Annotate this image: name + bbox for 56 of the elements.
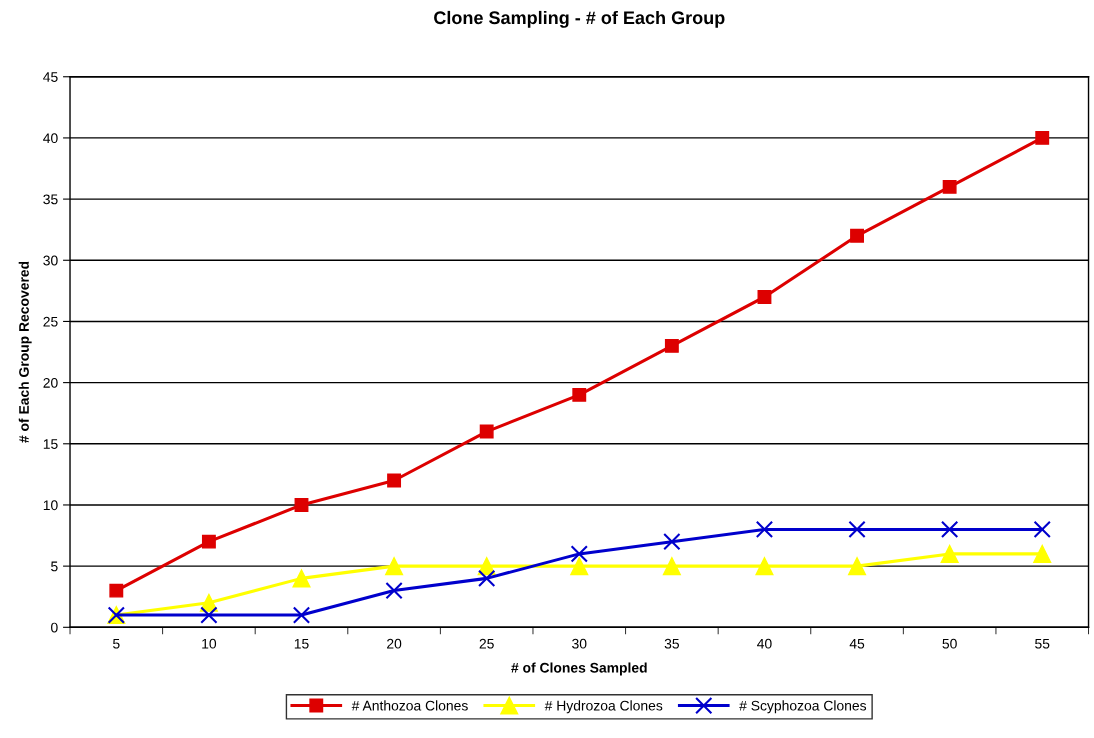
- point: [387, 473, 402, 488]
- point: [848, 557, 867, 576]
- y-tick-label: 45: [43, 72, 58, 82]
- x-tick-label: 5: [113, 638, 120, 649]
- legend-label: # Anthozoa Clones: [351, 700, 468, 711]
- point: [570, 557, 589, 576]
- x-axis-title: # of Clones Sampled: [511, 662, 647, 676]
- y-tick-label: 0: [51, 622, 58, 633]
- x-tick-label: 55: [1035, 638, 1050, 649]
- point: [201, 534, 216, 549]
- point: [200, 606, 218, 624]
- point: [848, 520, 866, 539]
- point: [757, 290, 772, 304]
- point: [1035, 130, 1050, 145]
- x-tick-label: 45: [849, 638, 865, 649]
- y-tick-label: 40: [43, 133, 58, 144]
- point: [1033, 520, 1051, 539]
- x-tick-label: 30: [572, 638, 587, 649]
- y-tick-label: 20: [43, 377, 58, 388]
- y-tick-label: 25: [43, 316, 58, 327]
- point: [664, 338, 679, 353]
- point: [385, 557, 404, 576]
- point: [109, 583, 124, 598]
- y-tick-label: 30: [43, 255, 58, 266]
- point: [385, 581, 403, 600]
- point: [942, 179, 957, 194]
- point: [572, 387, 587, 402]
- y-tick-label: 10: [43, 500, 58, 511]
- chart-title: Clone Sampling - # of Each Group: [434, 10, 725, 28]
- legend-label: # Hydrozoa Clones: [544, 700, 663, 714]
- point: [940, 520, 959, 539]
- x-tick-label: 50: [942, 638, 957, 649]
- x-tick-label: 15: [294, 638, 309, 649]
- x-tick-label: 20: [387, 638, 402, 649]
- point: [479, 424, 494, 439]
- point: [292, 606, 311, 624]
- point: [663, 532, 681, 551]
- point: [850, 228, 864, 243]
- y-tick-label: 5: [51, 561, 58, 572]
- point: [940, 544, 959, 563]
- x-tick-label: 40: [757, 638, 772, 649]
- point: [292, 569, 311, 588]
- point: [570, 545, 588, 563]
- x-tick-label: 10: [202, 638, 217, 649]
- point: [755, 520, 774, 539]
- x-tick-label: 25: [479, 638, 494, 649]
- y-tick-label: 35: [43, 194, 58, 205]
- point: [478, 569, 496, 588]
- point: [662, 557, 681, 576]
- x-tick-label: 35: [664, 638, 680, 649]
- point: [1033, 544, 1052, 563]
- point: [294, 498, 309, 512]
- y-axis-title: # of Each Group Recovered: [18, 261, 32, 443]
- y-tick-label: 15: [43, 439, 58, 449]
- legend-label: # Scyphozoa Clones: [739, 700, 867, 714]
- point: [755, 557, 774, 576]
